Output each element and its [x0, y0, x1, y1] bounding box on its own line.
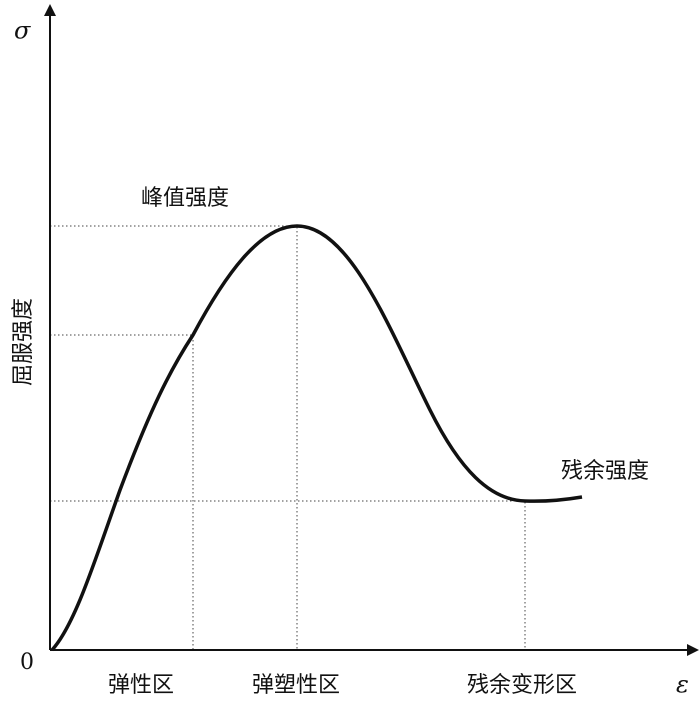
y-axis-label: 屈服强度 — [11, 298, 36, 386]
yield-guide — [50, 334, 194, 650]
guide-lines — [50, 225, 526, 650]
origin-label: 0 — [20, 650, 34, 675]
residual-label: 残余强度 — [561, 459, 649, 484]
zone-label: 弹塑性区 — [252, 673, 340, 698]
zone-label: 残余变形区 — [467, 673, 577, 698]
stress-strain-curve — [50, 224, 583, 652]
residual-guide — [50, 500, 526, 650]
y-symbol: σ — [14, 17, 31, 45]
x-symbol: ε — [676, 671, 689, 699]
peak-label: 峰值强度 — [141, 186, 229, 211]
zone-label: 弹性区 — [108, 673, 174, 698]
